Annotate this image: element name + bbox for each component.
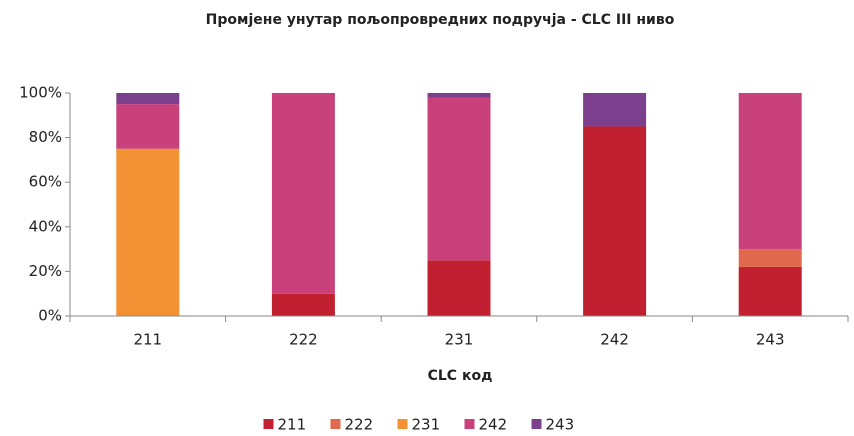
y-tick-label: 0% [38,307,62,325]
bar-segment [116,148,180,316]
bar-segment [738,266,802,316]
legend-swatch [531,419,542,429]
x-tick-label: 231 [445,331,474,349]
bar-segment [271,293,335,316]
legend-label: 211 [278,416,307,434]
y-tick-label: 100% [19,84,62,102]
legend-label: 222 [345,416,374,434]
legend-label: 243 [546,416,575,434]
legend-swatch [263,419,274,429]
bar-segment [738,93,802,250]
legend-swatch [330,419,341,429]
y-tick-label: 20% [29,262,62,280]
x-tick-label: 222 [289,331,318,349]
chart-title: Промјене унутар пољопровредних подручја … [206,12,675,28]
bar-segment [271,93,335,294]
bar-segment [583,126,647,316]
bar-segment [738,249,802,267]
x-tick-label: 243 [756,331,785,349]
y-tick-label: 80% [29,128,62,146]
bar-segment [427,97,491,261]
legend-swatch [397,419,408,429]
bar-segment [427,93,491,98]
bar-segment [116,104,180,149]
bar-segment [116,93,180,105]
legend-swatch [464,419,475,429]
x-tick-label: 211 [133,331,162,349]
legend-label: 231 [412,416,441,434]
bar-segment [583,93,647,127]
legend-label: 242 [479,416,508,434]
bar-segment [427,260,491,316]
y-tick-label: 40% [29,217,62,235]
y-tick-label: 60% [29,173,62,191]
x-tick-label: 242 [600,331,629,349]
x-axis-title: CLC код [428,368,493,384]
